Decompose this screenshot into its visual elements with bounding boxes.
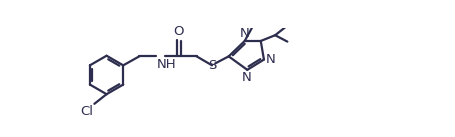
Text: N: N [239, 27, 249, 40]
Text: Cl: Cl [80, 105, 93, 118]
Text: N: N [266, 53, 276, 66]
Text: S: S [208, 59, 216, 72]
Text: NH: NH [157, 58, 176, 71]
Text: N: N [242, 71, 252, 84]
Text: O: O [174, 25, 184, 38]
